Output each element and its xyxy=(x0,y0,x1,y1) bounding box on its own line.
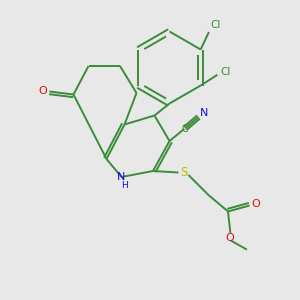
Text: S: S xyxy=(180,166,187,179)
Text: O: O xyxy=(251,199,260,209)
Text: Cl: Cl xyxy=(220,67,230,77)
Text: O: O xyxy=(225,233,234,243)
Text: Cl: Cl xyxy=(211,20,221,30)
Text: C: C xyxy=(182,124,188,134)
Text: O: O xyxy=(38,86,47,96)
Text: N: N xyxy=(200,108,208,118)
Text: N: N xyxy=(117,172,125,182)
Text: H: H xyxy=(121,182,128,190)
